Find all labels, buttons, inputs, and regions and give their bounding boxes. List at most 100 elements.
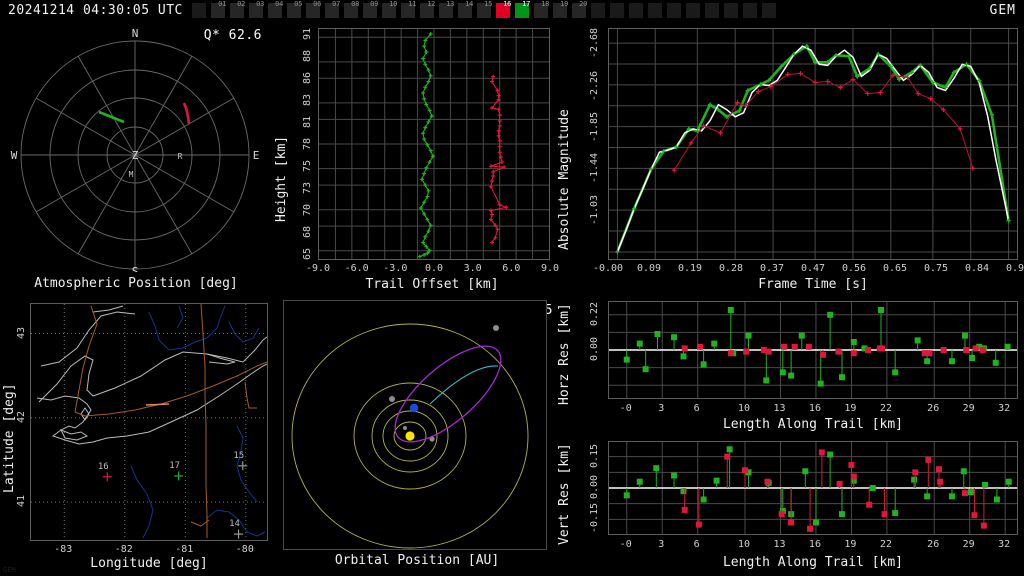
polar-plot[interactable]: N S E W Z R M	[0, 22, 272, 272]
vertres-plot-area[interactable]	[608, 441, 1018, 535]
y-tick-label: -0.15	[589, 503, 600, 534]
x-tick-label: 32	[998, 403, 1011, 414]
x-tick-label: 13	[773, 539, 786, 550]
y-tick-label: 73	[302, 181, 313, 195]
station-chip-02[interactable]: 02	[230, 1, 245, 18]
height-xlabel: Trail Offset [km]	[365, 277, 499, 292]
chip-number: 06	[313, 0, 321, 8]
y-tick-label: -2.68	[589, 28, 600, 59]
station-chip-12[interactable]: 12	[420, 0, 435, 18]
station-chip-15[interactable]: 15	[477, 0, 492, 18]
station-chip-empty[interactable]	[629, 3, 643, 18]
residual-marker	[727, 307, 734, 313]
residual-marker	[924, 358, 931, 365]
panel-ground-map: Latitude [deg] 14 15 16 17 -83 -82 -81 -80 41 4…	[0, 295, 278, 576]
residual-marker	[827, 451, 834, 458]
residual-marker	[1005, 478, 1012, 485]
station-chip-05[interactable]: 05	[287, 1, 302, 18]
map-station-15: 15	[233, 451, 248, 471]
station-chip-empty[interactable]	[724, 3, 738, 18]
station-chip-empty[interactable]	[610, 3, 624, 18]
chip-number: 08	[351, 0, 359, 8]
station-chip-19[interactable]: 19	[553, 1, 568, 18]
station-chip-04[interactable]: 04	[268, 1, 283, 18]
station-chip-empty[interactable]	[743, 3, 757, 18]
orbital-title: Orbital Position [AU]	[334, 553, 500, 568]
utc-timestamp: 20241214 04:30:05 UTC	[8, 3, 183, 18]
planet-orbit-0	[393, 421, 427, 451]
residual-marker	[878, 307, 884, 313]
compass-west-label: W	[11, 149, 18, 162]
panel-absolute-magnitude: mass -2.13 Absolute Magnitude -0.000.090…	[555, 22, 1024, 295]
station-chip-16[interactable]: 16	[496, 1, 511, 18]
height-plot-area[interactable]	[318, 28, 550, 260]
station-chip-14[interactable]: 14	[458, 1, 473, 18]
x-tick-label: 10	[737, 403, 751, 414]
chip-number: 12	[427, 0, 435, 8]
horzres-plot-area[interactable]	[608, 301, 1018, 399]
planet-orbit-3	[353, 382, 467, 490]
station-chip-18[interactable]: 18	[534, 1, 549, 18]
residual-marker	[760, 347, 767, 353]
y-tick-label: 41	[16, 495, 27, 508]
residual-marker	[976, 343, 983, 350]
map-station-14: 14	[229, 519, 244, 539]
residual-marker	[788, 372, 795, 379]
station-chip-01[interactable]: 01	[211, 1, 226, 18]
magnitude-plot-area[interactable]	[608, 28, 1018, 260]
station-chip-08[interactable]: 08	[344, 0, 359, 18]
sun-marker	[405, 431, 415, 441]
station-chip-empty[interactable]	[686, 3, 700, 18]
residual-marker	[726, 446, 733, 453]
residual-marker	[914, 337, 921, 344]
residual-marker	[961, 490, 968, 497]
chip-number: 13	[446, 0, 454, 8]
station-chip-11[interactable]: 11	[401, 1, 416, 18]
residual-marker	[836, 480, 843, 487]
station-chip-empty[interactable]	[648, 3, 662, 18]
x-tick-label: 3.0	[463, 263, 482, 274]
x-tick-label: 3	[658, 403, 665, 414]
station-chip-20[interactable]: 20	[572, 1, 587, 18]
station-chip-13[interactable]: 13	[439, 0, 454, 18]
station-chip-empty[interactable]	[192, 3, 206, 18]
station-chip-06[interactable]: 06	[306, 0, 321, 18]
station-chip-09[interactable]: 09	[363, 0, 378, 18]
residual-marker	[788, 519, 795, 526]
residual-marker	[700, 361, 707, 368]
chip-number: 15	[484, 0, 492, 8]
y-tick-label: 0.00	[589, 336, 600, 362]
station-chip-empty[interactable]	[705, 3, 719, 18]
svg-text:15: 15	[233, 451, 244, 461]
station-chip-17[interactable]: 17	[515, 1, 530, 18]
chip-number: 03	[256, 0, 264, 8]
station-chip-03[interactable]: 03	[249, 0, 264, 18]
panel-atmospheric-position: Q* 62.6 N S E W Z R M Atmospheri	[0, 22, 272, 295]
station-chip-empty[interactable]	[762, 3, 776, 18]
station-chip-empty[interactable]	[591, 3, 605, 18]
y-tick-label: 0.00	[589, 474, 600, 500]
panel-horizontal-residuals: Horz Res [km] -0 3 6 10 13 16 19 22 26 29 32 0.22 0…	[555, 295, 1024, 440]
chip-number: 09	[370, 0, 378, 8]
residual-marker	[924, 493, 931, 500]
station-chip-empty[interactable]	[667, 3, 681, 18]
residual-marker	[881, 511, 888, 518]
orbital-plot-area[interactable]	[283, 300, 547, 550]
station-chip-strip: 01 02 03 04 05 06 07 08 09 10 11 12 13 14 15 16 17 18 19 20	[192, 0, 776, 19]
residual-marker	[1004, 343, 1011, 350]
station-chip-07[interactable]: 07	[325, 1, 340, 18]
top-bar: 20241214 04:30:05 UTC 01 02 03 04 05 06 07 08 09…	[0, 0, 1024, 22]
x-tick-label: 0.65	[882, 263, 908, 274]
y-tick-label: 86	[302, 71, 313, 85]
x-tick-label: 16	[808, 403, 821, 414]
earth-marker	[409, 403, 419, 413]
y-tick-label: 43	[16, 326, 27, 339]
residual-marker	[711, 340, 718, 347]
residual-marker	[972, 345, 979, 352]
map-plot-area[interactable]: 14 15 16 17	[30, 303, 268, 541]
station-chip-10[interactable]: 10	[382, 0, 397, 18]
x-tick-label: 6.0	[502, 263, 521, 274]
map-ylabel: Latitude [deg]	[2, 383, 17, 493]
chip-number: 10	[389, 0, 397, 8]
